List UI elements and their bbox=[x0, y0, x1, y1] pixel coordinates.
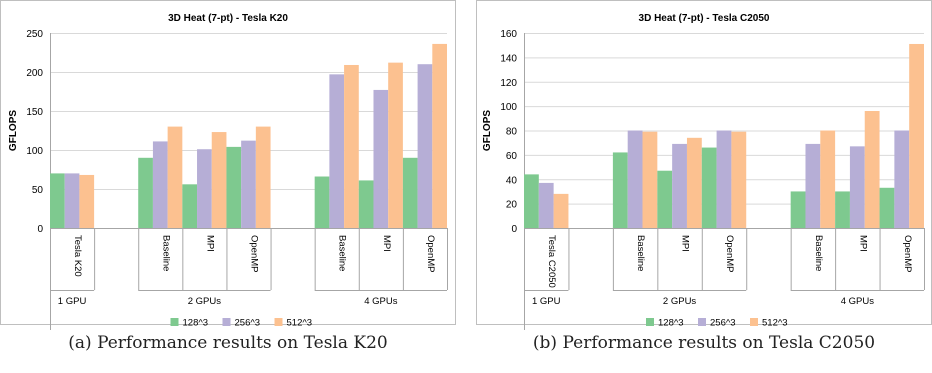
y-tick-label: 0 bbox=[511, 224, 517, 235]
bar-512-3-mpi bbox=[211, 132, 227, 228]
bar-256-3-tesla-k20 bbox=[64, 173, 80, 228]
legend-label-256-3: 256^3 bbox=[710, 318, 736, 329]
legend-label-256-3: 256^3 bbox=[235, 318, 261, 329]
chart-k20: 3D Heat (7-pt) - Tesla K20 GFLOPS 0 50 100 15… bbox=[0, 0, 456, 332]
y-tick-label: 40 bbox=[506, 175, 518, 186]
group-label-2-gpus: 2 GPUs bbox=[663, 296, 697, 307]
category-label-baseline: Baseline bbox=[635, 235, 646, 271]
bar-256-3-openmp bbox=[417, 64, 433, 228]
group-label-1-gpu: 1 GPU bbox=[58, 296, 87, 307]
legend-swatch-256-3 bbox=[222, 318, 231, 326]
category-label-openmp: OpenMP bbox=[902, 235, 913, 273]
bar-256-3-mpi bbox=[373, 89, 389, 228]
group-label-4-gpus: 4 GPUs bbox=[841, 296, 875, 307]
category-label-baseline: Baseline bbox=[337, 235, 348, 271]
y-tick-label: 160 bbox=[500, 29, 517, 40]
group-label-2-gpus: 2 GPUs bbox=[188, 296, 222, 307]
bar-256-3-mpi bbox=[672, 143, 687, 228]
bar-256-3-baseline bbox=[152, 141, 168, 228]
bar-512-3-baseline bbox=[167, 126, 183, 228]
y-tick-label: 50 bbox=[32, 185, 44, 196]
category-label-mpi: MPI bbox=[857, 235, 868, 252]
bar-128-3-openmp bbox=[226, 146, 242, 228]
bar-512-3-mpi bbox=[864, 111, 880, 228]
y-tick-label: 200 bbox=[26, 68, 43, 79]
bar-128-3-mpi bbox=[657, 170, 673, 228]
legend-swatch-512-3 bbox=[274, 318, 283, 326]
y-tick-label: 120 bbox=[500, 78, 517, 89]
bar-512-3-mpi bbox=[686, 137, 702, 228]
bar-128-3-mpi bbox=[835, 191, 850, 228]
category-label-baseline: Baseline bbox=[160, 235, 171, 271]
bar-128-3-openmp bbox=[879, 187, 895, 228]
bar-512-3-openmp bbox=[255, 126, 271, 228]
legend-swatch-256-3 bbox=[698, 318, 706, 326]
category-label-openmp: OpenMP bbox=[724, 235, 735, 273]
category-label-tesla-k20: Tesla K20 bbox=[72, 235, 83, 277]
y-tick-label: 60 bbox=[506, 151, 518, 162]
bar-256-3-mpi bbox=[849, 146, 865, 228]
chart-panel-k20: 3D Heat (7-pt) - Tesla K20 GFLOPS 0 50 100 15… bbox=[0, 0, 456, 335]
y-tick-label: 0 bbox=[37, 224, 43, 235]
chart-title: 3D Heat (7-pt) - Tesla K20 bbox=[168, 13, 288, 24]
legend-swatch-128-3 bbox=[646, 318, 654, 326]
group-label-4-gpus: 4 GPUs bbox=[364, 296, 398, 307]
bar-128-3-mpi bbox=[182, 184, 198, 228]
legend-swatch-512-3 bbox=[750, 318, 758, 326]
bar-128-3-baseline bbox=[138, 157, 153, 228]
caption-c2050: (b) Performance results on Tesla C2050 bbox=[532, 333, 876, 353]
bar-256-3-mpi bbox=[197, 149, 212, 228]
category-label-mpi: MPI bbox=[680, 235, 691, 252]
bar-256-3-tesla-c2050 bbox=[538, 182, 554, 228]
bar-512-3-baseline bbox=[344, 64, 359, 228]
category-label-tesla-c2050: Tesla C2050 bbox=[546, 235, 557, 288]
y-tick-label: 150 bbox=[26, 107, 43, 118]
y-tick-label: 100 bbox=[26, 146, 43, 157]
bar-512-3-openmp bbox=[432, 43, 447, 228]
category-label-openmp: OpenMP bbox=[425, 235, 436, 273]
category-label-openmp: OpenMP bbox=[249, 235, 260, 273]
bar-128-3-tesla-k20 bbox=[50, 173, 65, 228]
bar-256-3-baseline bbox=[805, 143, 821, 228]
bar-256-3-openmp bbox=[716, 130, 732, 228]
y-tick-label: 100 bbox=[500, 102, 517, 113]
bar-256-3-baseline bbox=[329, 74, 345, 228]
legend-swatch-128-3 bbox=[170, 318, 179, 326]
bar-512-3-tesla-c2050 bbox=[553, 193, 569, 228]
group-label-1-gpu: 1 GPU bbox=[532, 296, 561, 307]
chart-c2050: 3D Heat (7-pt) - Tesla C2050 GFLOPS 0 20 40 6… bbox=[476, 0, 932, 332]
category-label-mpi: MPI bbox=[204, 235, 215, 252]
bar-512-3-tesla-k20 bbox=[79, 174, 95, 228]
category-label-baseline: Baseline bbox=[813, 235, 824, 271]
legend-label-512-3: 512^3 bbox=[762, 318, 788, 329]
caption-k20: (a) Performance results on Tesla K20 bbox=[68, 333, 388, 353]
y-tick-label: 80 bbox=[506, 127, 518, 138]
y-tick-label: 140 bbox=[500, 53, 517, 64]
y-tick-label: 250 bbox=[26, 29, 43, 40]
bar-128-3-tesla-c2050 bbox=[524, 174, 539, 228]
bar-512-3-mpi bbox=[388, 62, 403, 228]
bar-128-3-mpi bbox=[358, 180, 374, 228]
y-axis-label: GFLOPS bbox=[482, 110, 493, 151]
bar-512-3-openmp bbox=[731, 131, 747, 228]
legend-label-512-3: 512^3 bbox=[287, 318, 313, 329]
bar-128-3-baseline bbox=[314, 176, 330, 228]
bar-512-3-baseline bbox=[820, 130, 836, 228]
legend-label-128-3: 128^3 bbox=[183, 318, 209, 329]
y-axis-label: GFLOPS bbox=[8, 110, 19, 151]
chart-title: 3D Heat (7-pt) - Tesla C2050 bbox=[639, 13, 770, 24]
bar-256-3-openmp bbox=[894, 130, 910, 228]
bar-128-3-openmp bbox=[701, 147, 717, 228]
bar-128-3-openmp bbox=[402, 157, 418, 228]
chart-panel-c2050: 3D Heat (7-pt) - Tesla C2050 GFLOPS 0 20 40 6… bbox=[476, 0, 932, 335]
bar-128-3-baseline bbox=[612, 152, 628, 228]
bar-256-3-baseline bbox=[627, 130, 643, 228]
bar-256-3-openmp bbox=[241, 140, 256, 228]
legend-label-128-3: 128^3 bbox=[658, 318, 684, 329]
bar-128-3-baseline bbox=[790, 191, 806, 228]
category-label-mpi: MPI bbox=[381, 235, 392, 252]
y-tick-label: 20 bbox=[506, 200, 518, 211]
bar-512-3-baseline bbox=[642, 131, 658, 228]
bar-512-3-openmp bbox=[909, 43, 924, 228]
